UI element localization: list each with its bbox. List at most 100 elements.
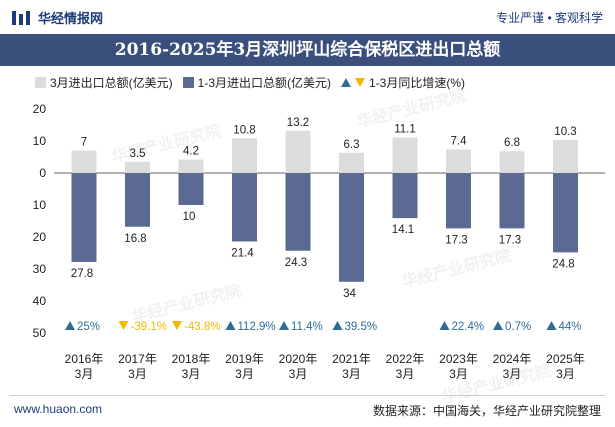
bar-monthly <box>71 150 97 173</box>
data-label-cumulative: 34 <box>343 288 356 300</box>
x-tick-label: 3月 <box>235 367 254 381</box>
footer-source: 数据来源：中国海关，华经产业研究院整理 <box>372 404 601 418</box>
bar-monthly <box>392 137 418 173</box>
y-tick-label: 0 <box>39 166 46 180</box>
triangle-down-icon <box>355 77 366 87</box>
growth-up-marker <box>225 321 236 330</box>
data-label-monthly: 10.8 <box>233 124 255 136</box>
footer-divider <box>10 395 605 396</box>
data-label-growth: 25% <box>77 321 100 333</box>
data-label-cumulative: 14.1 <box>392 224 414 236</box>
bar-monthly <box>178 159 204 173</box>
bar-monthly <box>339 152 364 173</box>
x-tick-label: 2025年 <box>546 352 585 366</box>
x-tick-label: 3月 <box>396 367 415 381</box>
y-tick-label: 40 <box>33 294 47 308</box>
growth-up-marker <box>65 321 75 330</box>
x-tick-label: 2018年 <box>172 352 211 366</box>
bar-cumulative <box>232 173 257 242</box>
x-tick-label: 2016年 <box>65 352 104 366</box>
y-tick-label: 10 <box>33 198 47 212</box>
data-label-cumulative: 24.8 <box>552 258 574 270</box>
growth-up-marker <box>546 321 557 330</box>
header-bar: 华经情报网 专业严谨 • 客观科学 <box>0 0 615 34</box>
data-label-growth: -39.1% <box>131 321 167 333</box>
data-label-cumulative: 27.8 <box>71 268 93 280</box>
growth-up-marker <box>279 321 289 330</box>
bar-cumulative <box>392 173 418 219</box>
data-label-monthly: 13.2 <box>287 117 309 129</box>
x-tick-label: 3月 <box>342 367 361 381</box>
growth-up-marker <box>439 321 450 330</box>
data-label-cumulative: 17.3 <box>499 234 521 246</box>
data-label-cumulative: 21.4 <box>231 247 254 259</box>
data-label-cumulative: 24.3 <box>285 257 307 269</box>
bar-cumulative <box>553 173 578 253</box>
data-label-monthly: 10.3 <box>554 126 576 138</box>
bar-monthly <box>125 161 150 173</box>
x-tick-label: 2021年 <box>332 352 371 366</box>
y-tick-label: 10 <box>33 134 47 148</box>
growth-down-marker <box>172 321 182 330</box>
data-label-monthly: 4.2 <box>183 146 199 158</box>
data-label-growth: 0.7% <box>505 321 531 333</box>
y-tick-label: 50 <box>33 326 47 340</box>
x-tick-label: 2017年 <box>118 352 157 366</box>
y-tick-label: 20 <box>33 102 47 116</box>
x-tick-label: 3月 <box>128 367 147 381</box>
x-tick-label: 2023年 <box>439 352 478 366</box>
bar-monthly <box>553 140 578 173</box>
bar-cumulative <box>71 173 97 262</box>
x-tick-label: 3月 <box>75 367 94 381</box>
bar-cumulative <box>339 173 364 282</box>
triangle-up-icon <box>341 77 352 87</box>
data-label-monthly: 6.3 <box>344 139 360 151</box>
x-tick-label: 3月 <box>182 367 201 381</box>
x-tick-label: 2019年 <box>225 352 264 366</box>
brand-name: 华经情报网 <box>38 11 104 26</box>
legend-label-growth: 1-3月同比增速(%) <box>369 75 466 90</box>
legend-swatch-monthly <box>35 76 46 88</box>
y-tick-label: 30 <box>33 262 47 276</box>
data-label-cumulative: 16.8 <box>124 233 146 245</box>
slogan: 专业严谨 • 客观科学 <box>496 11 603 25</box>
huajing-logo-icon <box>12 10 30 25</box>
legend-item-growth: 1-3月同比增速(%) <box>341 74 465 91</box>
data-label-growth: 39.5% <box>345 321 378 333</box>
brand[interactable]: 华经情报网 <box>12 8 103 27</box>
growth-up-marker <box>332 321 343 330</box>
data-label-growth: 11.4% <box>291 321 323 333</box>
bar-cumulative <box>446 173 471 229</box>
data-label-growth: -43.8% <box>184 321 220 333</box>
bar-cumulative <box>499 173 525 229</box>
bar-cumulative <box>285 173 311 251</box>
bar-cumulative <box>178 173 204 205</box>
bar-monthly <box>285 130 311 173</box>
legend-label-cumulative: 1-3月进出口总额(亿美元) <box>197 75 332 90</box>
growth-up-marker <box>493 321 503 330</box>
data-label-growth: 22.4% <box>452 321 485 333</box>
data-label-growth: 112.9% <box>238 321 276 333</box>
legend: 3月进出口总额(亿美元) 1-3月进出口总额(亿美元) 1-3月同比增速(%) <box>35 72 465 92</box>
legend-label-monthly: 3月进出口总额(亿美元) <box>50 75 173 90</box>
x-tick-label: 2022年 <box>386 352 425 366</box>
data-label-monthly: 11.1 <box>394 123 416 135</box>
bar-monthly <box>446 149 471 173</box>
growth-down-marker <box>118 321 129 330</box>
chart-title: 2016-2025年3月深圳坪山综合保税区进出口总额 <box>114 40 501 60</box>
data-label-cumulative: 10 <box>183 211 196 223</box>
legend-swatch-cumulative <box>182 76 194 88</box>
bar-monthly <box>499 151 525 173</box>
bar-cumulative <box>125 173 150 227</box>
footer-website-link[interactable]: www.huaon.com <box>14 402 103 416</box>
y-tick-label: 20 <box>33 230 47 244</box>
data-label-monthly: 6.8 <box>504 137 520 149</box>
legend-item-cumulative: 1-3月进出口总额(亿美元) <box>182 74 332 91</box>
data-label-monthly: 7.4 <box>451 135 468 147</box>
data-label-cumulative: 17.3 <box>445 234 467 246</box>
data-label-monthly: 3.5 <box>130 148 146 160</box>
x-tick-label: 3月 <box>556 367 575 381</box>
data-label-monthly: 7 <box>81 137 87 149</box>
data-label-growth: 44% <box>559 321 582 333</box>
